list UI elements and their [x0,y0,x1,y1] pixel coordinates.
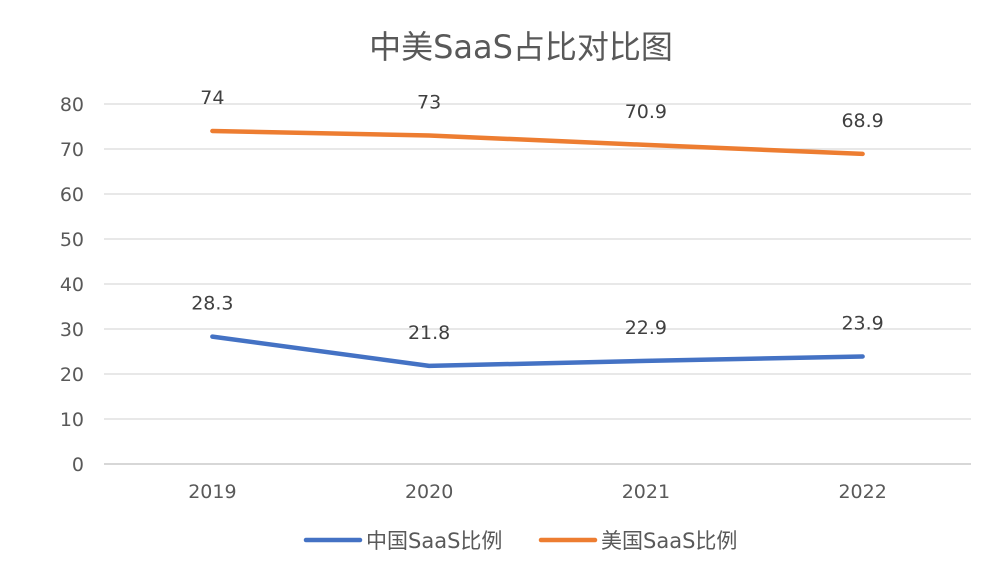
data-label: 22.9 [625,317,667,339]
y-tick-label: 60 [60,184,84,206]
data-label: 23.9 [841,312,883,334]
series-lines [210,128,865,369]
legend: 中国SaaS比例 美国SaaS比例 [303,529,737,553]
series-line [210,334,865,369]
y-axis-ticks: 0 10 20 30 40 50 60 70 80 [60,94,84,476]
legend-entry: 中国SaaS比例 [366,529,502,553]
y-tick-label: 80 [60,94,84,116]
y-tick-label: 30 [60,319,84,341]
data-label: 28.3 [191,293,233,315]
y-tick-label: 50 [60,229,84,251]
legend-entry: 美国SaaS比例 [601,529,737,553]
y-tick-label: 70 [60,139,84,161]
series-line [210,128,865,157]
x-tick-label: 2021 [622,481,670,503]
data-labels: 28.3 21.8 22.9 23.9 74 73 70.9 68.9 [191,87,884,344]
y-tick-label: 20 [60,364,84,386]
y-tick-label: 40 [60,274,84,296]
data-label: 74 [200,87,224,109]
y-tick-label: 0 [72,454,84,476]
data-label: 70.9 [625,101,667,123]
data-label: 73 [417,92,441,114]
x-axis-ticks: 2019 2020 2021 2022 [188,481,887,503]
data-label: 21.8 [408,322,450,344]
x-tick-label: 2022 [838,481,886,503]
x-tick-label: 2020 [405,481,453,503]
gridlines [104,103,971,465]
x-tick-label: 2019 [188,481,236,503]
data-label: 68.9 [841,110,883,132]
y-tick-label: 10 [60,409,84,431]
chart-title: 中美SaaS占比对比图 [369,28,673,66]
